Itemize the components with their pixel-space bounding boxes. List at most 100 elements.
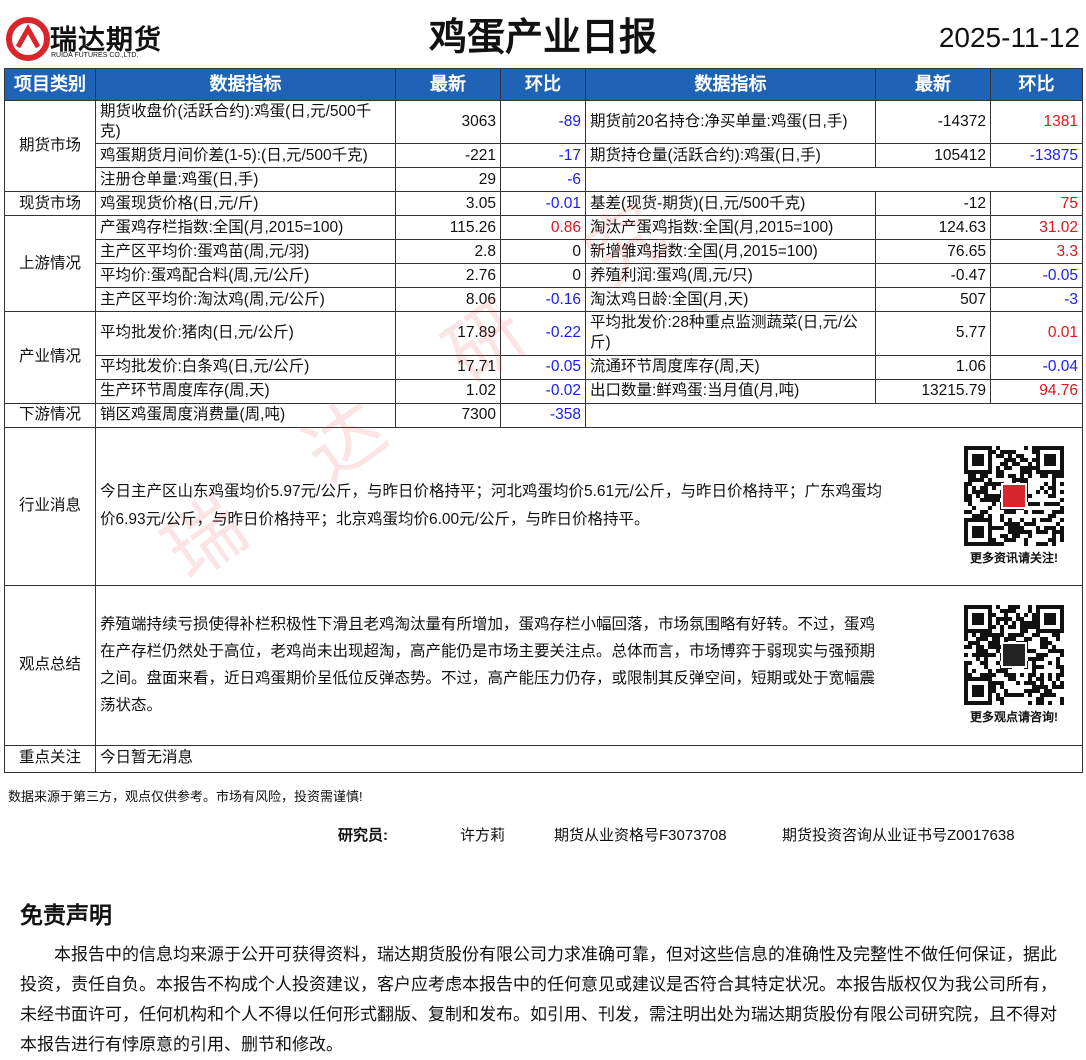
indicator: 出口数量:鲜鸡蛋:当月值(月,吨)	[585, 378, 876, 404]
latest-value: 29	[395, 167, 501, 193]
text-block: 今日主产区山东鸡蛋均价5.97元/公斤，与昨日价格持平；河北鸡蛋均价5.61元/…	[100, 445, 1078, 566]
column-header: 数据指标	[95, 68, 396, 101]
data-row: 平均批发价:白条鸡(日,元/公斤) 17.71 -0.05 流通环节周度库存(周,天)…	[5, 354, 1083, 380]
latest-value: 507	[875, 287, 991, 313]
latest-value: 2.8	[395, 239, 501, 265]
text-row: 行业消息 今日主产区山东鸡蛋均价5.97元/公斤，与昨日价格持平；河北鸡蛋均价5.…	[4, 426, 1083, 586]
latest-value: 124.63	[875, 215, 991, 241]
header-row: 项目类别 数据指标 最新 环比 数据指标 最新 环比	[4, 68, 1083, 101]
indicator: 主产区平均价:淘汰鸡(周,元/公斤)	[95, 287, 396, 313]
logo-text: 瑞达期货	[50, 25, 162, 55]
indicator: 新增雏鸡指数:全国(月,2015=100)	[585, 239, 876, 265]
latest-value: -0.47	[875, 263, 991, 289]
header: 瑞达期货 RUIDA FUTURES CO.,LTD. 鸡蛋产业日报 2025-…	[0, 0, 1086, 66]
qr-box: 更多资讯请关注!	[950, 445, 1078, 566]
latest-value: -14372	[875, 99, 991, 145]
logo-icon	[6, 17, 50, 61]
column-header: 项目类别	[4, 68, 96, 101]
paragraph: 养殖端持续亏损使得补栏积极性下滑且老鸡淘汰量有所增加，蛋鸡存栏小幅回落，市场氛围…	[100, 616, 876, 715]
latest-value: 8.06	[395, 287, 501, 313]
category: 上游情况	[4, 215, 96, 313]
indicator: 平均批发价:猪肉(日,元/公斤)	[95, 311, 396, 356]
indicator: 生产环节周度库存(周,天)	[95, 378, 396, 404]
indicator: 基差(现货-期货)(日,元/500千克)	[585, 191, 876, 217]
data-row: 上游情况 产蛋鸡存栏指数:全国(月,2015=100) 115.26 0.86 淘汰产蛋…	[4, 215, 1083, 313]
data-row: 主产区平均价:淘汰鸡(周,元/公斤) 8.06 -0.16 淘汰鸡日龄:全国(月,天)…	[5, 287, 1083, 313]
change-value: 0	[500, 239, 586, 265]
data-row: 注册仓单量:鸡蛋(日,手) 29 -6	[5, 167, 1083, 193]
data-row: 期货市场 期货收盘价(活跃合约):鸡蛋(日,元/500千克) 3063 -89 期货前2…	[4, 99, 1083, 193]
row-label: 观点总结	[4, 584, 96, 746]
qr-code	[964, 445, 1064, 546]
data-row: 主产区平均价:蛋鸡苗(周,元/羽) 2.8 0 新增雏鸡指数:全国(月,2015=10…	[5, 239, 1083, 265]
column-header: 环比	[990, 68, 1083, 101]
change-value: -0.04	[990, 354, 1083, 380]
latest-value: 2.76	[395, 263, 501, 289]
researcher-label: 研究员:	[338, 827, 388, 844]
data-row: 现货市场 鸡蛋现货价格(日,元/斤) 3.05 -0.01 基差(现货-期货)(日,元/…	[4, 191, 1083, 217]
change-value: 75	[990, 191, 1083, 217]
change-value: 1381	[990, 99, 1083, 145]
change-value: -0.16	[500, 287, 586, 313]
category: 期货市场	[4, 99, 96, 193]
row-label: 行业消息	[4, 426, 96, 586]
latest-value: 1.06	[875, 354, 991, 380]
latest-value: -12	[875, 191, 991, 217]
qr-box: 更多观点请咨询!	[950, 604, 1078, 725]
text-block: 养殖端持续亏损使得补栏积极性下滑且老鸡淘汰量有所增加，蛋鸡存栏小幅回落，市场氛围…	[100, 604, 1078, 725]
column-header: 最新	[395, 68, 501, 101]
change-value: -89	[500, 99, 586, 145]
indicator: 期货持仓量(活跃合约):鸡蛋(日,手)	[585, 143, 876, 169]
category: 现货市场	[4, 191, 96, 217]
change-value: -358	[500, 402, 586, 428]
empty-cell	[585, 402, 1083, 428]
text-row: 观点总结 养殖端持续亏损使得补栏积极性下滑且老鸡淘汰量有所增加，蛋鸡存栏小幅回落，…	[4, 584, 1083, 746]
indicator: 平均价:蛋鸡配合料(周,元/公斤)	[95, 263, 396, 289]
change-value: -13875	[990, 143, 1083, 169]
empty-cell	[585, 167, 1083, 193]
change-value: -0.05	[500, 354, 586, 380]
latest-value: 76.65	[875, 239, 991, 265]
footnote: 数据来源于第三方，观点仅供参考。市场有风险，投资需谨慎!	[8, 789, 363, 804]
paragraph: 今日主产区山东鸡蛋均价5.97元/公斤，与昨日价格持平；河北鸡蛋均价5.61元/…	[100, 483, 882, 529]
latest-value: 13215.79	[875, 378, 991, 404]
latest-value: -221	[395, 143, 501, 169]
qr-code	[964, 604, 1064, 705]
disclaimer-text: 本报告中的信息均来源于公开可获得资料，瑞达期货股份有限公司力求准确可靠，但对这些…	[20, 945, 1057, 1054]
change-value: -0.01	[500, 191, 586, 217]
data-table: 项目类别 数据指标 最新 环比 数据指标 最新 环比 期货市场 期货收盘价(活跃合约):鸡蛋(日…	[4, 68, 1083, 773]
latest-value: 5.77	[875, 311, 991, 356]
change-value: 31.02	[990, 215, 1083, 241]
data-row: 鸡蛋期货月间价差(1-5):(日,元/500千克) -221 -17 期货持仓量(活跃…	[5, 143, 1083, 169]
text-row: 重点关注 今日暂无消息	[4, 744, 1083, 773]
indicator: 平均批发价:白条鸡(日,元/公斤)	[95, 354, 396, 380]
indicator: 淘汰产蛋鸡指数:全国(月,2015=100)	[585, 215, 876, 241]
data-row: 平均价:蛋鸡配合料(周,元/公斤) 2.76 0 养殖利润:蛋鸡(周,元/只) -0.4…	[5, 263, 1083, 289]
change-value: 94.76	[990, 378, 1083, 404]
change-value: -17	[500, 143, 586, 169]
change-value: 0	[500, 263, 586, 289]
indicator: 期货收盘价(活跃合约):鸡蛋(日,元/500千克)	[95, 99, 396, 145]
indicator: 期货前20名持仓:净买单量:鸡蛋(日,手)	[585, 99, 876, 145]
indicator: 销区鸡蛋周度消费量(周,吨)	[95, 402, 396, 428]
latest-value: 105412	[875, 143, 991, 169]
data-row: 下游情况 销区鸡蛋周度消费量(周,吨) 7300 -358	[4, 402, 1083, 428]
latest-value: 17.89	[395, 311, 501, 356]
column-header: 数据指标	[585, 68, 876, 101]
change-value: -0.22	[500, 311, 586, 356]
qr-caption: 更多资讯请关注!	[970, 550, 1058, 565]
data-row: 生产环节周度库存(周,天) 1.02 -0.02 出口数量:鲜鸡蛋:当月值(月,吨) 1…	[5, 378, 1083, 404]
indicator: 主产区平均价:蛋鸡苗(周,元/羽)	[95, 239, 396, 265]
change-value: -3	[990, 287, 1083, 313]
row-label: 重点关注	[4, 744, 96, 773]
report-title: 鸡蛋产业日报	[428, 17, 657, 59]
indicator: 养殖利润:蛋鸡(周,元/只)	[585, 263, 876, 289]
change-value: -0.05	[990, 263, 1083, 289]
text-cell: 养殖端持续亏损使得补栏积极性下滑且老鸡淘汰量有所增加，蛋鸡存栏小幅回落，市场氛围…	[95, 584, 1083, 746]
latest-value: 3063	[395, 99, 501, 145]
change-value: -6	[500, 167, 586, 193]
category: 产业情况	[4, 311, 96, 404]
report-date: 2025-11-12	[938, 22, 1080, 53]
indicator: 淘汰鸡日龄:全国(月,天)	[585, 287, 876, 313]
indicator: 流通环节周度库存(周,天)	[585, 354, 876, 380]
